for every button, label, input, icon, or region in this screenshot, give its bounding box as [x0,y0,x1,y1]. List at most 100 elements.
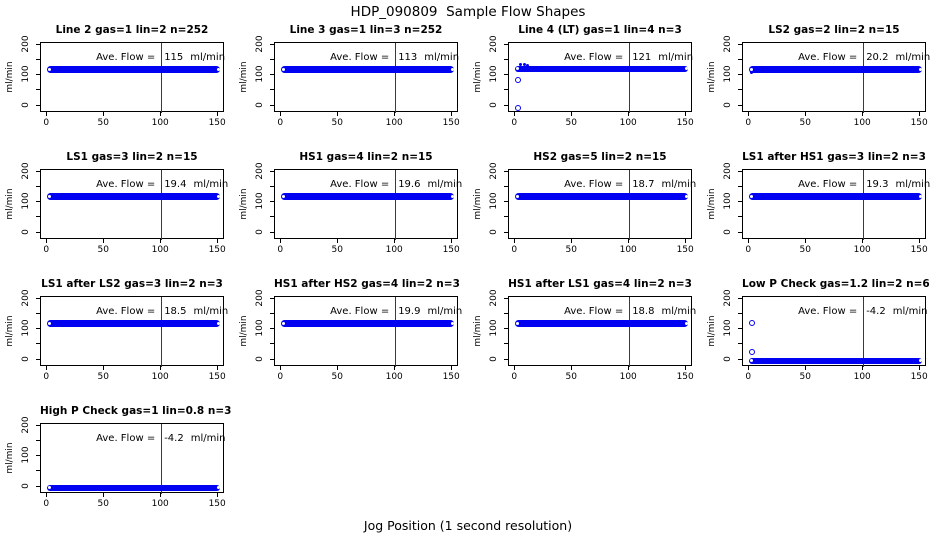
x-tick-mark [103,493,105,497]
band-end-cap-left [47,194,51,198]
x-tick-label: 100 [619,118,637,128]
y-tick-mark [36,170,40,172]
x-tick-label: 50 [799,245,811,255]
y-tick-mark [738,358,742,360]
x-tick-mark [160,493,162,497]
ave-flow-value-row: 18.5 ml/min [164,306,228,317]
y-tick-mark [504,186,508,188]
x-tick-mark [46,366,48,370]
y-tick-mark [270,43,274,45]
x-tick-label: 150 [442,372,460,382]
y-tick-mark [504,343,508,345]
x-tick-mark [805,366,807,370]
x-tick-mark [862,366,864,370]
y-tick-mark [504,170,508,172]
y-tick-mark [738,59,742,61]
band-end-cap-left [515,67,519,71]
y-axis-title: ml/min [5,315,15,347]
x-tick-label: 150 [208,245,226,255]
y-tick-label: 0 [21,101,31,108]
y-tick-mark [36,424,40,426]
y-tick-label: 0 [489,228,499,235]
ave-flow-value: 115 [164,52,184,63]
band-end-cap-left [47,486,51,490]
y-tick-mark [36,89,40,91]
plot-area: Ave. Flow = 19.6 ml/min [274,169,462,240]
x-tick-label: 0 [43,245,50,255]
x-tick-label: 100 [619,372,637,382]
y-tick-mark [738,186,742,188]
x-tick-label: 50 [331,372,343,382]
x-tick-mark [685,239,687,243]
x-tick-mark [685,366,687,370]
x-tick-label: 150 [676,372,694,382]
reference-line [395,297,397,367]
ave-flow-value: 18.5 [164,306,187,317]
x-tick-mark [514,112,516,116]
y-tick-mark [738,328,742,330]
y-tick-mark [738,343,742,345]
subplot: Line 2 gas=1 lin=2 n=252 Ave. Flow = 115 ml… [0,22,234,149]
band-end-cap-right [684,67,688,71]
y-tick-label: 100 [21,192,31,210]
y-tick-mark [36,216,40,218]
reference-line [629,43,631,113]
plot-area: Ave. Flow = -4.2 ml/min [742,296,927,367]
band-end-cap-right [216,486,220,490]
x-tick-mark [451,239,453,243]
x-tick-label: 150 [208,499,226,509]
plot-area: Ave. Flow = 19.4 ml/min [40,169,228,240]
y-tick-label: 200 [723,162,733,180]
subplot: Line 4 (LT) gas=1 lin=4 n=3 Ave. Flow = 12… [468,22,702,149]
subplot: HS1 gas=4 lin=2 n=15 Ave. Flow = 19.6 ml/mi… [234,149,468,276]
data-band [515,193,689,200]
x-tick-mark [46,239,48,243]
x-tick-mark [451,366,453,370]
plot-area: Ave. Flow = 20.2 ml/min [742,42,930,113]
x-tick-mark [862,112,864,116]
y-axis-title: ml/min [239,188,249,220]
subplot-title: High P Check gas=1 lin=0.8 n=3 [40,405,232,417]
ave-flow-value: 19.3 [866,179,889,190]
reference-line [863,170,865,240]
reference-line [161,424,163,494]
x-tick-label: 0 [277,372,284,382]
y-tick-label: 100 [723,319,733,337]
subplot: HS1 after LS1 gas=4 lin=2 n=3 Ave. Flow =… [468,276,702,403]
x-tick-label: 50 [799,118,811,128]
plot-area: Ave. Flow = 121 ml/min [508,42,693,113]
y-tick-mark [738,201,742,203]
ave-flow-unit: ml/min [193,179,229,190]
y-tick-mark [504,89,508,91]
x-tick-mark [514,239,516,243]
data-band [515,65,689,73]
x-tick-mark [862,239,864,243]
x-tick-mark [748,239,750,243]
stray-point [519,62,523,66]
plot-area: Ave. Flow = 115 ml/min [40,42,225,113]
stray-point [526,63,530,67]
x-tick-mark [451,112,453,116]
ave-flow-value: 19.9 [398,306,421,317]
ave-flow-label: Ave. Flow = [96,52,156,63]
x-tick-mark [217,239,219,243]
x-tick-label: 150 [676,245,694,255]
plot-area: Ave. Flow = 113 ml/min [274,42,459,113]
x-tick-label: 50 [97,245,109,255]
y-axis-title: ml/min [473,315,483,347]
x-axis-label: Jog Position (1 second resolution) [363,518,573,533]
y-tick-mark [738,216,742,218]
data-band [47,65,221,73]
x-tick-label: 0 [511,118,518,128]
y-axis-title: ml/min [707,315,717,347]
subplot-title: HS1 after HS2 gas=4 lin=2 n=3 [274,278,460,290]
x-tick-label: 0 [43,372,50,382]
y-tick-mark [504,328,508,330]
x-tick-label: 100 [853,372,871,382]
plot-area: Ave. Flow = 19.9 ml/min [274,296,462,367]
y-tick-mark [270,358,274,360]
y-tick-label: 100 [21,446,31,464]
y-tick-mark [504,43,508,45]
plot-area: Ave. Flow = 19.3 ml/min [742,169,930,240]
